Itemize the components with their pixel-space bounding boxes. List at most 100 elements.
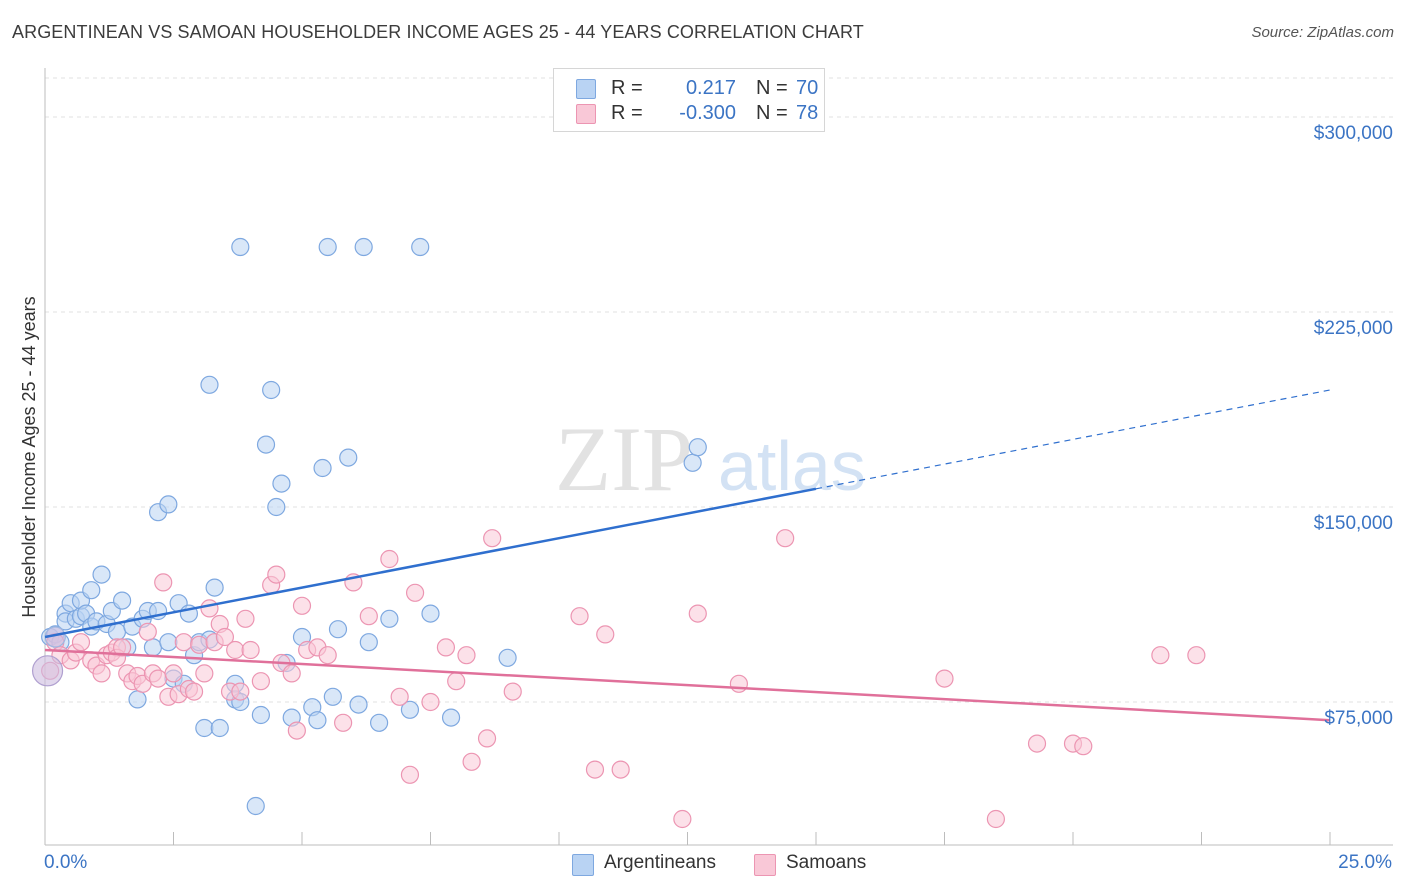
- watermark-zip: ZIP: [555, 408, 693, 510]
- data-point: [477, 729, 497, 748]
- data-point: [195, 664, 214, 683]
- data-point: [370, 713, 389, 732]
- data-point: [313, 458, 332, 478]
- data-point: [231, 237, 250, 257]
- data-point: [483, 529, 502, 548]
- data-point: [400, 700, 420, 719]
- bottom-legend-label: Samoans: [786, 852, 867, 873]
- data-point: [267, 497, 286, 517]
- trend-lines: [44, 389, 1331, 722]
- data-point: [688, 438, 707, 457]
- y-axis-title: Householder Income Ages 25 - 44 years: [19, 296, 39, 617]
- data-point: [441, 708, 461, 727]
- data-point: [251, 672, 270, 691]
- data-point: [112, 591, 132, 610]
- data-point: [318, 237, 337, 257]
- data-point: [380, 549, 399, 569]
- data-point: [611, 760, 630, 779]
- data-point: [334, 713, 353, 732]
- data-point: [339, 448, 358, 467]
- legend-n-value: 70: [796, 77, 819, 99]
- trend-line-extension-argentineans: [815, 389, 1331, 490]
- legend-r-label: R =: [611, 77, 643, 99]
- data-points: [31, 237, 1206, 829]
- grid-lines: [45, 77, 1393, 703]
- data-point: [596, 625, 615, 644]
- data-point: [328, 620, 348, 639]
- data-point: [164, 664, 183, 683]
- data-point: [405, 583, 425, 602]
- data-point: [673, 809, 692, 829]
- data-point: [246, 796, 265, 816]
- data-point: [184, 682, 204, 701]
- y-tick-label: $225,000: [1314, 318, 1393, 339]
- source-credit: Source: ZipAtlas.com: [1251, 24, 1394, 41]
- data-point: [354, 237, 373, 257]
- data-point: [1074, 737, 1093, 756]
- data-point: [421, 692, 440, 712]
- chart-title: ARGENTINEAN VS SAMOAN HOUSEHOLDER INCOME…: [12, 22, 864, 42]
- data-point: [390, 687, 409, 706]
- y-tick-label: $150,000: [1314, 513, 1393, 534]
- data-point: [447, 672, 466, 691]
- data-point: [92, 565, 111, 584]
- y-tick-label: $75,000: [1324, 708, 1393, 729]
- data-point: [174, 633, 193, 652]
- data-point: [262, 380, 281, 400]
- y-tick-label: $300,000: [1314, 123, 1393, 144]
- data-point: [71, 633, 91, 652]
- data-point: [292, 596, 312, 615]
- data-point: [359, 633, 378, 652]
- data-point: [92, 664, 111, 683]
- data-point: [421, 604, 440, 623]
- legend-swatch-argentineans: [576, 79, 596, 99]
- data-point: [359, 607, 378, 626]
- data-point: [31, 655, 64, 687]
- bottom-legend-swatch-argentineans: [572, 854, 594, 876]
- data-point: [498, 648, 517, 667]
- data-point: [318, 646, 337, 665]
- data-point: [190, 635, 209, 654]
- data-point: [200, 599, 219, 618]
- data-point: [570, 607, 589, 626]
- axes: [44, 68, 1393, 846]
- data-point: [287, 721, 306, 740]
- data-point: [236, 609, 255, 628]
- data-point: [82, 581, 101, 600]
- data-point: [267, 565, 286, 584]
- x-tick-label-max: 25.0%: [1338, 852, 1392, 873]
- data-point: [1151, 646, 1170, 665]
- data-point: [128, 690, 147, 709]
- data-point: [935, 669, 954, 688]
- data-point: [776, 529, 795, 548]
- stats-legend: R = 0.217 N = 70 R = -0.300 N = 78: [553, 68, 825, 132]
- data-point: [282, 664, 301, 683]
- data-point: [154, 573, 173, 592]
- data-point: [205, 578, 224, 597]
- data-point: [226, 640, 245, 660]
- y-tick-labels: $75,000 $150,000 $225,000 $300,000: [1314, 123, 1393, 729]
- data-point: [138, 622, 157, 641]
- data-point: [231, 682, 250, 701]
- data-point: [215, 627, 234, 647]
- data-point: [241, 640, 260, 660]
- data-point: [729, 674, 749, 693]
- watermark-atlas: atlas: [718, 427, 866, 505]
- data-point: [159, 633, 178, 652]
- data-point: [457, 646, 476, 665]
- data-point: [688, 604, 707, 623]
- data-point: [272, 474, 291, 493]
- data-point: [462, 752, 481, 771]
- data-point: [323, 687, 342, 706]
- data-point: [1027, 734, 1047, 753]
- legend-swatch-samoans: [576, 104, 596, 124]
- legend-n-label: N =: [756, 77, 788, 99]
- data-point: [308, 711, 327, 730]
- trend-line-argentineans: [44, 487, 817, 639]
- data-point: [503, 682, 522, 701]
- x-tick-label-min: 0.0%: [44, 852, 88, 873]
- series-samoans-points: [41, 529, 1206, 829]
- data-point: [349, 695, 368, 714]
- data-point: [143, 638, 163, 657]
- data-point: [256, 435, 276, 454]
